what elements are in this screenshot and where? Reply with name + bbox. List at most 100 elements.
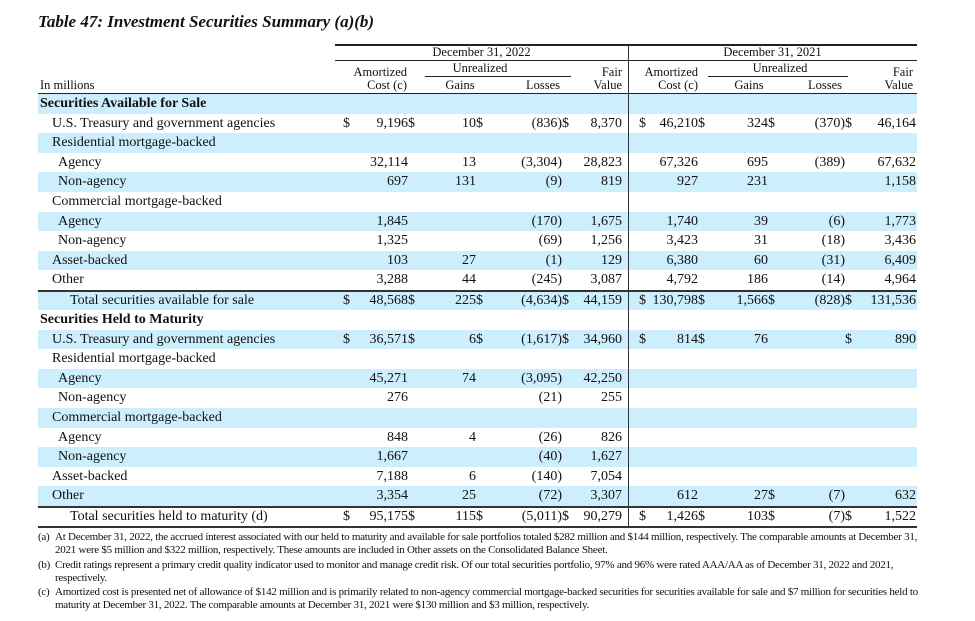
value-cell	[496, 94, 562, 114]
amortized-2021: Amortized	[644, 65, 698, 79]
currency-sign	[698, 251, 718, 271]
value-cell	[858, 369, 916, 389]
currency-sign	[562, 349, 572, 369]
value-cell	[572, 133, 622, 153]
value-cell	[572, 408, 622, 428]
currency-sign	[408, 153, 428, 173]
value-cell	[718, 428, 768, 448]
fair-2022: Fair	[601, 65, 622, 79]
value-cell: (9)	[545, 174, 562, 190]
value-cell	[428, 349, 476, 369]
currency-sign	[698, 94, 718, 114]
currency-sign	[845, 231, 858, 251]
currency-sign	[476, 467, 496, 487]
currency-sign	[768, 428, 788, 448]
table-row: Agency 848 4 (26) 826	[38, 428, 917, 448]
currency-sign	[698, 133, 718, 153]
currency-sign	[343, 251, 358, 271]
currency-sign: $	[343, 115, 350, 131]
row-label: Non-agency	[58, 174, 127, 190]
currency-sign	[622, 447, 652, 467]
currency-sign	[768, 330, 788, 350]
value-cell: 9,196	[376, 115, 409, 131]
value-cell	[652, 369, 698, 389]
row-label: Securities Available for Sale	[40, 96, 207, 111]
row-label: Asset-backed	[52, 468, 128, 484]
table-row: Non-agency 697 131 (9) 819 927 231 1,158	[38, 172, 917, 192]
period-2022: December 31, 2022	[432, 45, 531, 59]
currency-sign	[408, 369, 428, 389]
table-row: Asset-backed 103 27 (1) 129 6,380 60 (31) 6,409	[38, 250, 917, 271]
value-cell: (21)	[538, 390, 562, 406]
currency-sign	[408, 349, 428, 369]
value-cell: 3,307	[590, 488, 623, 504]
currency-sign	[845, 467, 858, 487]
value-cell: (245)	[531, 272, 562, 288]
value-cell	[572, 349, 622, 369]
value-cell: 814	[677, 331, 698, 347]
value-cell	[428, 408, 476, 428]
value-cell: 6,380	[666, 252, 699, 268]
value-cell: (170)	[531, 213, 562, 229]
value-cell: 1,325	[376, 233, 409, 249]
footnote-key: (a)	[38, 531, 50, 543]
currency-sign	[562, 251, 572, 271]
currency-sign	[698, 212, 718, 232]
currency-sign	[562, 231, 572, 251]
value-cell: 612	[677, 488, 698, 504]
currency-sign	[562, 447, 572, 467]
value-cell	[718, 310, 768, 330]
currency-sign	[698, 369, 718, 389]
currency-sign	[622, 192, 652, 212]
currency-sign	[343, 310, 358, 330]
currency-sign	[845, 192, 858, 212]
value-cell: 36,571	[369, 331, 409, 347]
currency-sign	[408, 486, 428, 506]
row-label: Total securities held to maturity (d)	[70, 508, 268, 524]
value-2021: Value	[884, 78, 913, 92]
value-cell: (828)	[814, 292, 845, 308]
value-cell	[358, 133, 408, 153]
value-cell: 3,423	[666, 233, 699, 249]
value-cell	[358, 349, 408, 369]
value-cell	[428, 388, 476, 408]
currency-sign	[562, 369, 572, 389]
currency-sign: $	[639, 331, 646, 347]
value-cell: 95,175	[369, 508, 409, 524]
currency-sign	[768, 369, 788, 389]
currency-sign	[622, 251, 652, 271]
value-cell: 186	[747, 272, 768, 288]
currency-sign: $	[562, 331, 569, 347]
currency-sign	[476, 388, 496, 408]
currency-sign	[698, 388, 718, 408]
value-cell	[572, 192, 622, 212]
value-cell	[788, 172, 845, 192]
currency-sign	[768, 212, 788, 232]
value-cell: 25	[462, 488, 476, 504]
currency-sign	[698, 349, 718, 369]
currency-sign: $	[343, 331, 350, 347]
value-cell: 1,522	[884, 508, 917, 524]
losses-2021: Losses	[807, 78, 842, 92]
value-cell: (370)	[814, 115, 845, 131]
value-cell: (4,634)	[521, 292, 562, 308]
row-label: Residential mortgage-backed	[52, 351, 216, 367]
currency-sign	[622, 94, 652, 114]
value-cell: 131	[455, 174, 476, 190]
value-cell: 129	[601, 252, 622, 268]
currency-sign: $	[562, 115, 569, 131]
value-cell: 255	[601, 390, 622, 406]
currency-sign	[622, 172, 652, 192]
value-cell	[788, 408, 845, 428]
value-cell: 4	[469, 429, 476, 445]
value-cell: 890	[895, 331, 916, 347]
value-cell: 6,409	[884, 252, 917, 268]
currency-sign: $	[768, 292, 775, 308]
currency-sign	[768, 172, 788, 192]
currency-sign	[343, 447, 358, 467]
currency-sign	[622, 408, 652, 428]
currency-sign	[476, 133, 496, 153]
currency-sign: $	[768, 115, 775, 131]
cost-2022: Cost (c)	[367, 78, 407, 92]
value-cell: 3,288	[376, 272, 409, 288]
